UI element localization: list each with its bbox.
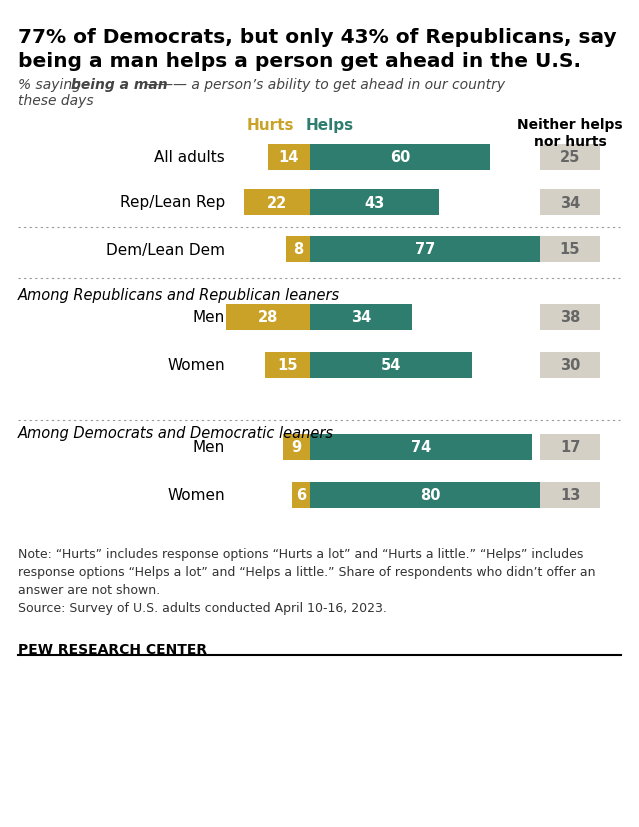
Text: All adults: All adults <box>154 151 225 165</box>
Bar <box>540 434 600 461</box>
Text: 34: 34 <box>560 195 580 210</box>
Bar <box>540 304 600 331</box>
Text: 13: 13 <box>560 488 580 503</box>
Text: 77: 77 <box>415 242 436 257</box>
Bar <box>283 434 310 461</box>
Text: 38: 38 <box>560 310 580 325</box>
Text: ——— a person’s ability to get ahead in our country: ——— a person’s ability to get ahead in o… <box>141 78 505 92</box>
Bar <box>310 352 472 379</box>
Text: Women: Women <box>167 488 225 503</box>
Text: Helps: Helps <box>306 118 354 133</box>
Text: % saying: % saying <box>18 78 85 92</box>
Text: 28: 28 <box>258 310 278 325</box>
Text: 25: 25 <box>560 151 580 165</box>
Text: Men: Men <box>193 310 225 325</box>
Bar <box>265 352 310 379</box>
Text: 17: 17 <box>560 440 580 455</box>
Text: 15: 15 <box>277 358 298 373</box>
Bar <box>540 352 600 379</box>
Text: these days: these days <box>18 94 94 108</box>
Text: 43: 43 <box>364 195 385 210</box>
Bar <box>226 304 310 331</box>
Bar <box>286 237 310 263</box>
Text: Note: “Hurts” includes response options “Hurts a lot” and “Hurts a little.” “Hel: Note: “Hurts” includes response options … <box>18 547 596 614</box>
Bar <box>310 304 412 331</box>
Text: being a man: being a man <box>71 78 167 92</box>
Bar <box>244 189 310 216</box>
Bar <box>540 237 600 263</box>
Text: 60: 60 <box>390 151 410 165</box>
Bar <box>310 434 532 461</box>
Text: 9: 9 <box>291 440 302 455</box>
Text: 54: 54 <box>381 358 401 373</box>
Text: 74: 74 <box>411 440 431 455</box>
Bar <box>310 237 541 263</box>
Bar <box>310 482 550 509</box>
Text: 8: 8 <box>293 242 303 257</box>
Text: 14: 14 <box>279 151 299 165</box>
Text: Among Democrats and Democratic leaners: Among Democrats and Democratic leaners <box>18 425 334 441</box>
Bar <box>540 145 600 171</box>
Text: Among Republicans and Republican leaners: Among Republicans and Republican leaners <box>18 288 340 303</box>
Text: 80: 80 <box>420 488 440 503</box>
Bar <box>540 482 600 509</box>
Text: 6: 6 <box>296 488 306 503</box>
Text: Neither helps
nor hurts: Neither helps nor hurts <box>517 118 623 149</box>
Text: 22: 22 <box>267 195 287 210</box>
Text: 34: 34 <box>351 310 371 325</box>
Text: 77% of Democrats, but only 43% of Republicans, say
being a man helps a person ge: 77% of Democrats, but only 43% of Republ… <box>18 28 617 70</box>
Text: Dem/Lean Dem: Dem/Lean Dem <box>106 242 225 257</box>
Text: Hurts: Hurts <box>246 118 294 133</box>
Text: Women: Women <box>167 358 225 373</box>
Bar <box>268 145 310 171</box>
Text: 30: 30 <box>560 358 580 373</box>
Text: Rep/Lean Rep: Rep/Lean Rep <box>119 195 225 210</box>
Bar <box>292 482 310 509</box>
Bar <box>310 189 439 216</box>
Text: Men: Men <box>193 440 225 455</box>
Text: 15: 15 <box>560 242 580 257</box>
Text: PEW RESEARCH CENTER: PEW RESEARCH CENTER <box>18 643 207 656</box>
Bar <box>540 189 600 216</box>
Bar <box>310 145 490 171</box>
